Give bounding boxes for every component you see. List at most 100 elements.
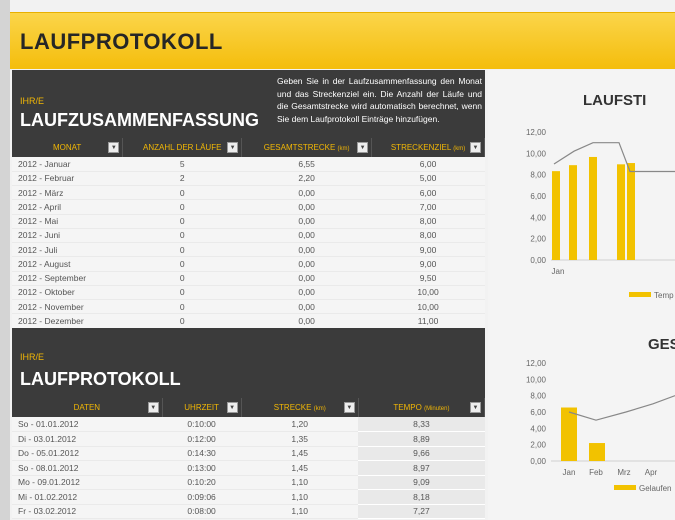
table-cell[interactable]: 2012 - März	[12, 185, 123, 201]
table-cell[interactable]: 2012 - August	[12, 256, 123, 272]
table-row: 2012 - Januar 5 6,55 6,00	[12, 157, 485, 172]
table-cell[interactable]: So - 08.01.2012	[12, 460, 163, 476]
table-cell[interactable]: 9,00	[371, 242, 485, 258]
table-cell[interactable]: 0	[122, 242, 242, 258]
table-cell[interactable]: 9,66	[358, 446, 485, 461]
table-cell[interactable]: 0:09:06	[162, 489, 242, 505]
table-cell[interactable]: 6,00	[371, 185, 485, 201]
table-cell[interactable]: 1,10	[241, 504, 359, 519]
table-cell[interactable]: 0:10:00	[162, 417, 242, 432]
table-cell[interactable]: 2012 - Mai	[12, 214, 123, 229]
table-cell[interactable]: 0	[122, 313, 242, 329]
filter-dropdown-icon[interactable]: ▼	[108, 142, 120, 153]
table-cell[interactable]: 7,27	[358, 504, 485, 519]
table-cell[interactable]: 0,00	[241, 199, 372, 215]
table-cell[interactable]: 0,00	[241, 285, 372, 301]
summary-table: MONAT ▼ ANZAHL DER LÄUFE ▼ GESAMTSTRECKE (…	[12, 138, 485, 329]
table-cell[interactable]: 1,10	[241, 489, 359, 505]
table-cell[interactable]: 9,09	[358, 475, 485, 490]
table-cell[interactable]: 0	[122, 185, 242, 201]
chart1[interactable]: 0,00 2,00 4,00 6,00 8,00 10,00 12,00 Jan Temp	[488, 110, 675, 350]
table-cell[interactable]: 0,00	[241, 313, 372, 329]
table-cell[interactable]: 0,00	[241, 299, 372, 315]
table-cell[interactable]: 1,10	[241, 475, 359, 490]
table-cell[interactable]: 2012 - Oktober	[12, 285, 123, 301]
table-cell[interactable]: Mo - 09.01.2012	[12, 475, 163, 490]
table-cell[interactable]: 0,00	[241, 185, 372, 201]
table-cell[interactable]: 2,20	[241, 171, 372, 187]
table-cell[interactable]: 0,00	[241, 242, 372, 258]
target-line	[568, 395, 675, 421]
chart2[interactable]: 0,00 2,00 4,00 6,00 8,00 10,00 12,00 Jan Feb Mrz A…	[488, 354, 675, 494]
filter-dropdown-icon[interactable]: ▼	[357, 142, 369, 153]
table-cell[interactable]: 0:14:30	[162, 446, 242, 461]
table-cell[interactable]: Di - 03.01.2012	[12, 431, 163, 447]
table-cell[interactable]: 9,00	[371, 256, 485, 272]
table-cell[interactable]: 2012 - Februar	[12, 171, 123, 187]
column-label: ANZAHL DER LÄUFE	[143, 143, 222, 152]
table-cell[interactable]: 2012 - Dezember	[12, 313, 123, 329]
table-cell[interactable]: 0	[122, 271, 242, 286]
table-cell[interactable]: 0	[122, 256, 242, 272]
table-cell[interactable]: 8,18	[358, 489, 485, 505]
table-cell[interactable]: So - 01.01.2012	[12, 417, 163, 432]
table-cell[interactable]: 6,55	[241, 157, 372, 172]
table-cell[interactable]: 2012 - September	[12, 271, 123, 286]
table-cell[interactable]: 5	[122, 157, 242, 172]
table-cell[interactable]: 0,00	[241, 214, 372, 229]
table-cell[interactable]: 0,00	[241, 271, 372, 286]
table-cell[interactable]: 0	[122, 228, 242, 244]
table-cell[interactable]: 2012 - Januar	[12, 157, 123, 172]
table-cell[interactable]: 11,00	[371, 313, 485, 329]
log-kicker: IHR/E	[20, 352, 45, 362]
table-row: 2012 - April 0 0,00 7,00	[12, 199, 485, 215]
x-tick-label: Jan	[552, 267, 565, 276]
table-cell[interactable]: 2012 - Juli	[12, 242, 123, 258]
table-cell[interactable]: 10,00	[371, 285, 485, 301]
table-cell[interactable]: 8,97	[358, 460, 485, 476]
title-banner: LAUFPROTOKOLL	[10, 12, 675, 69]
filter-dropdown-icon[interactable]: ▼	[147, 402, 159, 413]
table-cell[interactable]: 1,35	[241, 431, 359, 447]
y-tick-label: 2,00	[530, 441, 546, 450]
filter-dropdown-icon[interactable]: ▼	[470, 142, 481, 153]
table-cell[interactable]: 5,00	[371, 171, 485, 187]
filter-dropdown-icon[interactable]: ▼	[226, 402, 238, 413]
table-cell[interactable]: 10,00	[371, 299, 485, 315]
table-cell[interactable]: Fr - 03.02.2012	[12, 504, 163, 519]
table-cell[interactable]: 0	[122, 285, 242, 301]
table-cell[interactable]: 8,33	[358, 417, 485, 432]
table-cell[interactable]: 7,00	[371, 199, 485, 215]
table-cell[interactable]: 0:10:20	[162, 475, 242, 490]
summary-heading: LAUFZUSAMMENFASSUNG	[20, 110, 259, 130]
filter-dropdown-icon[interactable]: ▼	[227, 142, 239, 153]
table-cell[interactable]: 9,50	[371, 271, 485, 286]
table-cell[interactable]: 2	[122, 171, 242, 187]
table-cell[interactable]: 0,00	[241, 256, 372, 272]
table-cell[interactable]: 2012 - April	[12, 199, 123, 215]
table-row: 2012 - Dezember 0 0,00 11,00	[12, 313, 485, 329]
table-cell[interactable]: 8,00	[371, 228, 485, 244]
table-cell[interactable]: 2012 - Juni	[12, 228, 123, 244]
table-cell[interactable]: 0:08:00	[162, 504, 242, 519]
table-cell[interactable]: 0,00	[241, 228, 372, 244]
table-cell[interactable]: 0	[122, 299, 242, 315]
table-cell[interactable]: 1,45	[241, 460, 359, 476]
table-cell[interactable]: 0	[122, 214, 242, 229]
table-cell[interactable]: 8,00	[371, 214, 485, 229]
table-cell[interactable]: 1,20	[241, 417, 359, 432]
charts-panel: LAUFSTI 0,00 2,00 4,00 6,00 8,00 10,00 12,00 Ja…	[488, 70, 675, 520]
table-cell[interactable]: Do - 05.01.2012	[12, 446, 163, 461]
legend-swatch	[629, 292, 651, 297]
table-cell[interactable]: 0:13:00	[162, 460, 242, 476]
table-cell[interactable]: 0	[122, 199, 242, 215]
table-cell[interactable]: Mi - 01.02.2012	[12, 489, 163, 505]
table-cell[interactable]: 6,00	[371, 157, 485, 172]
filter-dropdown-icon[interactable]: ▼	[470, 402, 481, 413]
y-tick-label: 10,00	[526, 375, 547, 384]
table-cell[interactable]: 8,89	[358, 431, 485, 447]
filter-dropdown-icon[interactable]: ▼	[343, 402, 355, 413]
table-cell[interactable]: 1,45	[241, 446, 359, 461]
table-cell[interactable]: 2012 - November	[12, 299, 123, 315]
table-cell[interactable]: 0:12:00	[162, 431, 242, 447]
